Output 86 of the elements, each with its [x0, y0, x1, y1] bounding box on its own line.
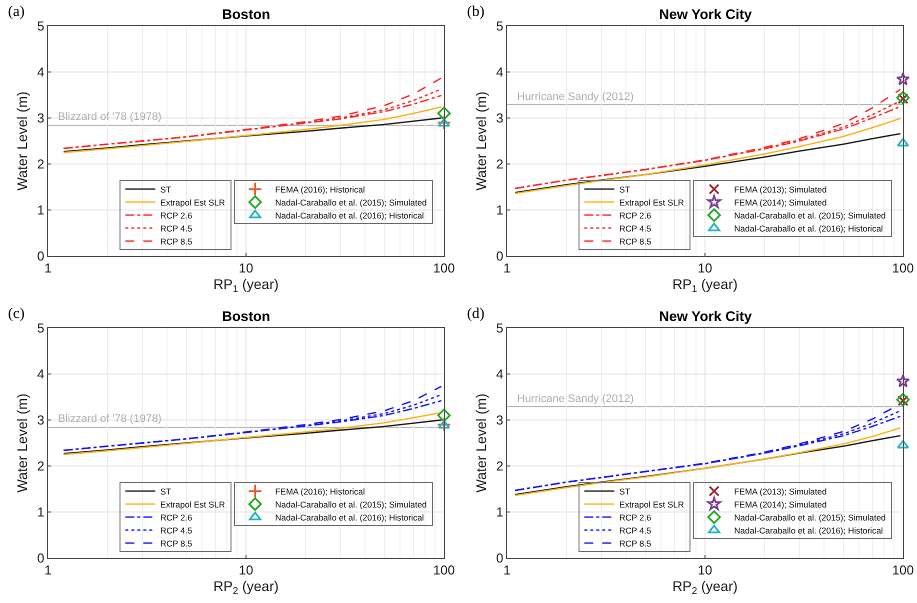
x-tick-label: 100: [892, 562, 914, 578]
legend-label: RCP 4.5: [619, 223, 652, 234]
legend-label: RCP 8.5: [160, 538, 193, 548]
legend-label: ST: [160, 486, 172, 496]
legend-label: Nadal-Caraballo et al. (2015); Simulated: [734, 210, 886, 220]
x-axis-title: RP$_{2}$ (year): [672, 578, 738, 597]
y-tick-label: 3: [37, 412, 44, 428]
y-tick-label: 1: [496, 202, 504, 218]
y-tick-label: 4: [37, 64, 44, 80]
ref-line-label: Blizzard of '78 (1978): [58, 413, 162, 425]
x-axis-title: RP$_{1}$ (year): [672, 276, 738, 295]
y-tick-label: 3: [496, 412, 504, 428]
text: (d): [467, 306, 484, 322]
text: (c): [8, 306, 25, 322]
legend-label: ST: [619, 486, 630, 496]
legend-label: RCP 2.6: [619, 512, 652, 522]
y-tick-label: 2: [37, 458, 44, 474]
legend-label: FEMA (2013); Simulated: [734, 184, 827, 194]
y-tick-label: 2: [496, 156, 504, 172]
y-tick-label: 5: [496, 18, 504, 34]
y-tick-label: 4: [37, 366, 44, 382]
legend-label: ST: [160, 184, 172, 194]
y-axis-title: Water Level (m): [472, 393, 489, 493]
x-axis-title: RP$_{2}$ (year): [213, 578, 279, 597]
y-tick-label: 5: [37, 18, 44, 34]
legend-label: RCP 8.5: [619, 236, 652, 246]
legend-label: RCP 8.5: [619, 538, 652, 548]
y-axis-title: Water Level (m): [472, 91, 489, 191]
legend-label: FEMA (2013); Simulated: [734, 486, 827, 496]
chart-title: New York City: [659, 6, 752, 22]
y-axis-title: Water Level (m): [14, 91, 30, 191]
y-tick-label: 0: [37, 248, 44, 264]
legend-label: Extrapol Est SLR: [160, 499, 226, 510]
legend-label: RCP 2.6: [160, 512, 193, 522]
legend-label: Nadal-Caraballo et al. (2016); Historical: [734, 223, 884, 234]
y-tick-label: 0: [37, 550, 44, 566]
legend-label: FEMA (2016); Historical: [275, 184, 365, 194]
ref-line-label: Hurricane Sandy (2012): [517, 393, 634, 405]
ref-line-label: Hurricane Sandy (2012): [517, 91, 634, 103]
legend-label: Nadal-Caraballo et al. (2015); Simulated: [734, 512, 886, 522]
legend-label: Extrapol Est SLR: [619, 499, 684, 510]
x-tick-label: 100: [433, 260, 455, 276]
legend-label: Extrapol Est SLR: [160, 197, 226, 208]
legend-label: Nadal-Caraballo et al. (2016); Historical: [275, 512, 424, 522]
legend-label: ST: [619, 184, 630, 194]
y-axis-title: Water Level (m): [14, 393, 30, 493]
y-tick-label: 1: [37, 202, 44, 218]
text: (a): [8, 4, 25, 20]
legend-label: FEMA (2014); Simulated: [734, 499, 827, 510]
legend-label: FEMA (2014); Simulated: [734, 197, 827, 208]
y-tick-label: 4: [496, 366, 504, 382]
y-tick-label: 5: [37, 320, 44, 336]
legend-label: RCP 2.6: [619, 210, 652, 220]
legend-label: FEMA (2016); Historical: [275, 486, 365, 496]
x-tick-label: 10: [238, 562, 254, 578]
legend-label: Nadal-Caraballo et al. (2015); Simulated: [275, 197, 428, 208]
y-tick-label: 0: [496, 248, 504, 264]
x-tick-label: 100: [433, 562, 455, 578]
chart-title: Boston: [222, 308, 270, 324]
legend-label: Nadal-Caraballo et al. (2016); Historical: [275, 210, 424, 220]
y-tick-label: 5: [496, 320, 504, 336]
chart-title: Boston: [222, 6, 270, 22]
y-tick-label: 3: [496, 110, 504, 126]
y-tick-label: 2: [37, 156, 44, 172]
y-tick-label: 1: [37, 504, 44, 520]
ref-line-label: Blizzard of '78 (1978): [58, 111, 162, 123]
legend-label: RCP 8.5: [160, 236, 193, 246]
legend-label: RCP 4.5: [160, 525, 193, 536]
legend-label: RCP 4.5: [619, 525, 652, 536]
y-tick-label: 2: [496, 458, 504, 474]
x-axis-title: RP$_{1}$ (year): [213, 276, 279, 295]
chart-title: New York City: [659, 308, 752, 324]
x-tick-label: 10: [238, 260, 254, 276]
legend-label: RCP 4.5: [160, 223, 193, 234]
y-tick-label: 3: [37, 110, 44, 126]
y-tick-label: 4: [496, 64, 504, 80]
legend-label: Nadal-Caraballo et al. (2015); Simulated: [275, 499, 428, 510]
legend-label: RCP 2.6: [160, 210, 193, 220]
text: (b): [467, 4, 484, 20]
y-tick-label: 1: [496, 504, 504, 520]
x-tick-label: 10: [698, 562, 712, 578]
x-tick-label: 10: [698, 260, 712, 276]
x-tick-label: 100: [892, 260, 914, 276]
legend-label: Nadal-Caraballo et al. (2016); Historical: [734, 525, 884, 536]
y-tick-label: 0: [496, 550, 504, 566]
legend-label: Extrapol Est SLR: [619, 197, 684, 208]
